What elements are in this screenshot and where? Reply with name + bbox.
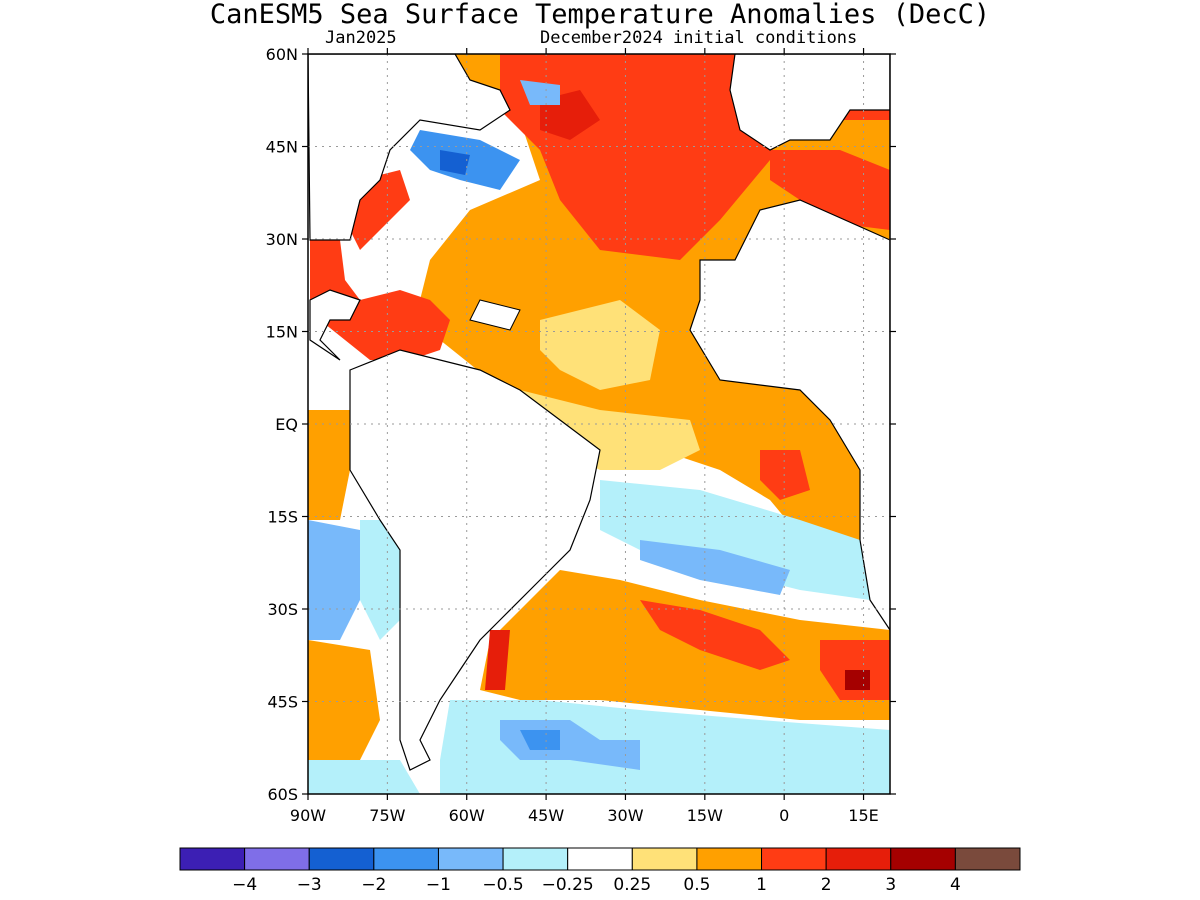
colorbar-swatch <box>761 847 827 871</box>
africa-land <box>689 199 890 632</box>
lat-tick-label: 15N <box>266 323 298 342</box>
colorbar: −4 −3 −2 −1 −0.5 −0.25 0.25 0.5 1 2 3 4 <box>179 847 1021 895</box>
lon-tick-label: 60W <box>449 806 485 825</box>
colorbar-label: −2 <box>361 875 386 895</box>
colorbar-label: 1 <box>756 875 767 895</box>
initial-conditions-label: December2024 initial conditions <box>540 28 858 48</box>
lon-tick-label: 15E <box>848 806 878 825</box>
lat-tick-label: EQ <box>275 415 298 434</box>
europe-land <box>729 54 890 151</box>
lat-tick-label: 15S <box>267 508 298 527</box>
anomaly-field <box>308 54 890 794</box>
colorbar-label: 3 <box>885 875 896 895</box>
colorbar-label: 0.5 <box>683 875 710 895</box>
lat-tick-label: 30S <box>267 600 298 619</box>
lon-tick-label: 75W <box>369 806 405 825</box>
colorbar-label: −3 <box>297 875 322 895</box>
lon-tick-label: 15W <box>687 806 723 825</box>
lon-tick-label: 0 <box>779 806 789 825</box>
latitude-axis: 60N 45N 30N 15N EQ 15S 30S 45S 60S <box>266 45 896 804</box>
colorbar-swatch <box>308 847 375 871</box>
colorbar-swatch <box>954 847 1021 871</box>
colorbar-label: −4 <box>232 875 257 895</box>
lon-tick-label: 30W <box>607 806 643 825</box>
lat-tick-label: 30N <box>266 230 298 249</box>
colorbar-label: −0.25 <box>542 875 594 895</box>
colorbar-swatch <box>437 847 504 871</box>
map-grid <box>308 54 890 794</box>
north-america-land <box>308 54 511 241</box>
colorbar-label: 2 <box>821 875 832 895</box>
colorbar-swatch <box>631 847 698 871</box>
central-america-land <box>309 289 361 361</box>
colorbar-swatch <box>696 847 763 871</box>
colorbar-swatch <box>373 847 439 871</box>
colorbar-swatch <box>179 847 246 871</box>
colorbar-label: −0.5 <box>482 875 523 895</box>
colorbar-swatch <box>825 847 892 871</box>
colorbar-swatch <box>567 847 633 871</box>
lon-tick-label: 90W <box>290 806 326 825</box>
chart-title: CanESM5 Sea Surface Temperature Anomalie… <box>209 0 991 30</box>
colorbar-label: 4 <box>950 875 961 895</box>
colorbar-swatch <box>502 847 569 871</box>
colorbar-swatch <box>890 847 956 871</box>
caribbean-island <box>469 299 521 331</box>
south-america-land <box>349 349 601 771</box>
lat-tick-label: 60S <box>267 785 298 804</box>
lat-tick-label: 45S <box>267 693 298 712</box>
lat-tick-label: 60N <box>266 45 298 64</box>
lat-tick-label: 45N <box>266 138 298 157</box>
lon-tick-label: 45W <box>528 806 564 825</box>
forecast-month-label: Jan2025 <box>325 28 397 48</box>
longitude-axis: 90W 75W 60W 45W 30W 15W 0 15E <box>290 48 879 825</box>
colorbar-label: −1 <box>426 875 451 895</box>
colorbar-label: 0.25 <box>613 875 651 895</box>
colorbar-swatch <box>244 847 310 871</box>
